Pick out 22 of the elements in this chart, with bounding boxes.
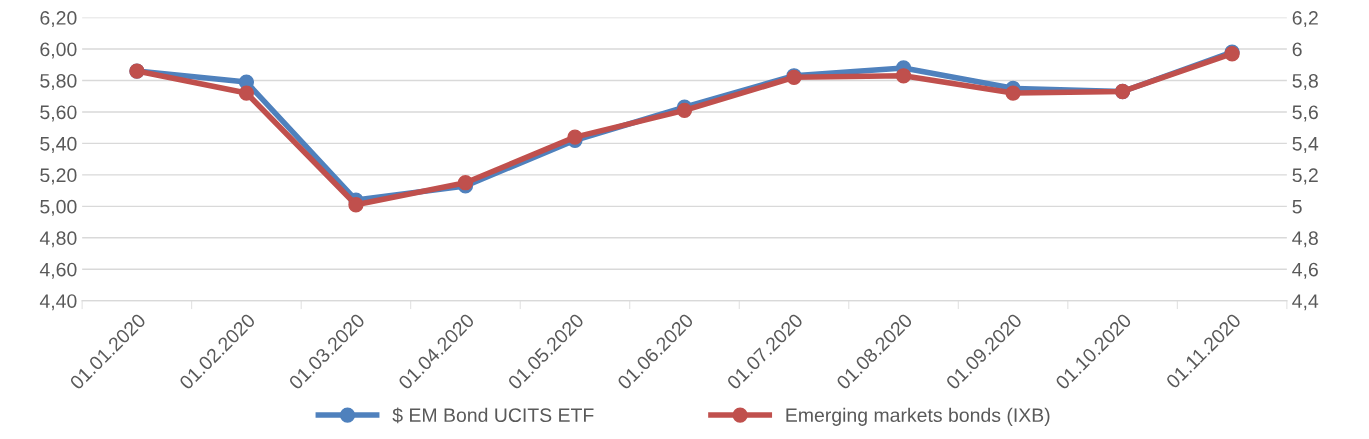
y-tick-label: 4,60: [39, 262, 77, 279]
y2-tick-label: 5,8: [1292, 73, 1318, 91]
y-tick-label: 4,40: [39, 294, 77, 311]
y2-tick-label: 6,2: [1292, 11, 1318, 28]
y2-tick-label: 4,6: [1292, 262, 1318, 279]
y-tick-label: 5,40: [40, 136, 77, 153]
y2-tick-label: 5: [1292, 200, 1302, 214]
y2-tick-label: 5,2: [1292, 168, 1318, 185]
y2-tick-label: 4,8: [1292, 231, 1318, 248]
y-tick-label: 6,00: [40, 42, 77, 59]
y2-tick-label: 4,4: [1292, 294, 1319, 311]
y2-tick-label: 5,6: [1292, 105, 1318, 122]
legend-label: $ EM Bond UCITS ETF: [392, 407, 594, 424]
y-tick-label: 5,20: [40, 168, 77, 185]
y2-tick-label: 5,4: [1292, 137, 1319, 153]
y-tick-label: 5,00: [40, 199, 77, 216]
y-tick-label: 6,20: [40, 11, 77, 28]
y-tick-label: 5,60: [40, 105, 77, 122]
y2-tick-label: 6: [1292, 42, 1302, 57]
legend-label: Emerging markets bonds (IXB): [786, 407, 1050, 426]
y-tick-label: 4,80: [39, 231, 77, 248]
y-tick-label: 5,80: [40, 73, 77, 91]
